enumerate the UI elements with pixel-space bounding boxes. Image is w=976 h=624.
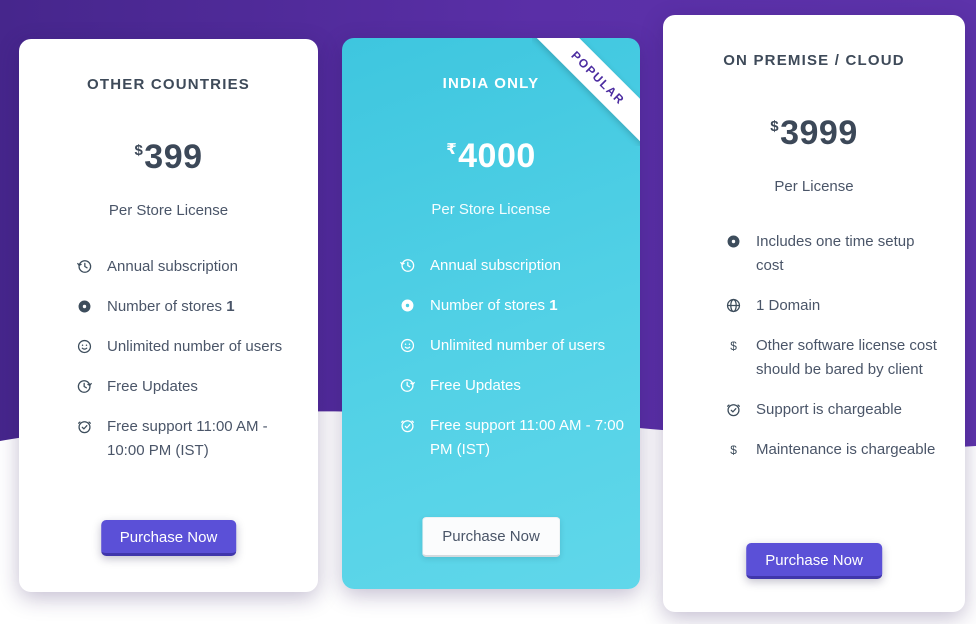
feature-row: $ Maintenance is chargeable: [725, 438, 965, 462]
feature-text: Includes one time setup cost: [756, 233, 915, 274]
feature-text: Unlimited number of users: [430, 337, 606, 354]
feature-text: Number of stores: [107, 298, 227, 315]
alarm-check-icon: [76, 418, 93, 435]
currency-symbol: ₹: [446, 141, 458, 158]
feature-row: Free support 11:00 AM - 7:00 PM (IST): [399, 414, 640, 462]
card-title: OTHER COUNTRIES: [86, 76, 250, 93]
feature-row: Includes one time setup cost: [725, 230, 965, 278]
alarm-check-icon: [399, 417, 416, 434]
feature-row: $ Other software license cost should be …: [725, 334, 965, 382]
alarm-check-icon: [725, 401, 742, 418]
feature-text: Other software license cost should be ba…: [756, 337, 937, 378]
pricing-card-other-countries: OTHER COUNTRIES $399 Per Store License A…: [19, 39, 318, 592]
feature-text: 1 Domain: [756, 297, 821, 314]
feature-row: Unlimited number of users: [76, 335, 318, 359]
circle-dot-icon: [76, 298, 93, 315]
feature-row: Annual subscription: [76, 255, 318, 279]
user-circle-icon: [399, 337, 416, 354]
history-icon: [76, 258, 93, 275]
svg-text:$: $: [730, 443, 737, 457]
feature-text: Support is chargeable: [756, 401, 902, 418]
history-icon: [399, 257, 416, 274]
feature-row: Free Updates: [76, 375, 318, 399]
feature-text: Free Updates: [107, 378, 198, 395]
dollar-icon: $: [725, 441, 742, 458]
price: $399: [134, 138, 202, 177]
popular-ribbon-wrap: POPULAR: [532, 38, 640, 146]
feature-row: Number of stores 1: [399, 294, 640, 318]
feature-text: Free support 11:00 AM - 10:00 PM (IST): [107, 418, 268, 459]
user-circle-icon: [76, 338, 93, 355]
feature-text: Annual subscription: [107, 258, 238, 275]
price-amount: 4000: [458, 137, 536, 175]
circle-dot-icon: [399, 297, 416, 314]
purchase-now-button[interactable]: Purchase Now: [422, 517, 560, 557]
purchase-now-button[interactable]: Purchase Now: [100, 520, 237, 556]
feature-text: Number of stores: [430, 297, 550, 314]
feature-text: Unlimited number of users: [107, 338, 283, 355]
license-label: Per License: [774, 178, 854, 195]
globe-icon: [725, 297, 742, 314]
dollar-icon: $: [725, 337, 742, 354]
feature-text: Free support 11:00 AM - 7:00 PM (IST): [430, 417, 624, 458]
feature-list: Includes one time setup cost 1 Domain $ …: [663, 230, 965, 478]
feature-row: Support is chargeable: [725, 398, 965, 422]
price: $3999: [770, 114, 857, 153]
popular-ribbon: POPULAR: [532, 38, 640, 146]
pricing-card-india-only: POPULAR INDIA ONLY ₹4000 Per Store Licen…: [342, 38, 640, 589]
pricing-card-on-premise-cloud: ON PREMISE / CLOUD $3999 Per License Inc…: [663, 15, 965, 612]
update-icon: [76, 378, 93, 395]
feature-text: Maintenance is chargeable: [756, 441, 936, 458]
feature-row: Unlimited number of users: [399, 334, 640, 358]
license-label: Per Store License: [108, 202, 229, 219]
feature-text: Free Updates: [430, 377, 521, 394]
feature-row: 1 Domain: [725, 294, 965, 318]
card-title: INDIA ONLY: [442, 75, 540, 92]
price-amount: 3999: [780, 114, 858, 152]
feature-row: Number of stores 1: [76, 295, 318, 319]
price-amount: 399: [144, 138, 203, 176]
circle-dot-icon: [725, 233, 742, 250]
feature-row: Free Updates: [399, 374, 640, 398]
purchase-now-button[interactable]: Purchase Now: [746, 543, 882, 579]
feature-text: Annual subscription: [430, 257, 561, 274]
license-label: Per Store License: [431, 201, 551, 218]
feature-row: Free support 11:00 AM - 10:00 PM (IST): [76, 415, 318, 463]
update-icon: [399, 377, 416, 394]
price: ₹4000: [446, 137, 536, 176]
feature-row: Annual subscription: [399, 254, 640, 278]
feature-list: Annual subscription Number of stores 1 U…: [342, 254, 640, 478]
card-title: ON PREMISE / CLOUD: [723, 52, 905, 69]
feature-list: Annual subscription Number of stores 1 U…: [19, 255, 318, 479]
currency-symbol: $: [770, 118, 780, 135]
svg-text:$: $: [730, 339, 737, 353]
currency-symbol: $: [134, 142, 144, 159]
